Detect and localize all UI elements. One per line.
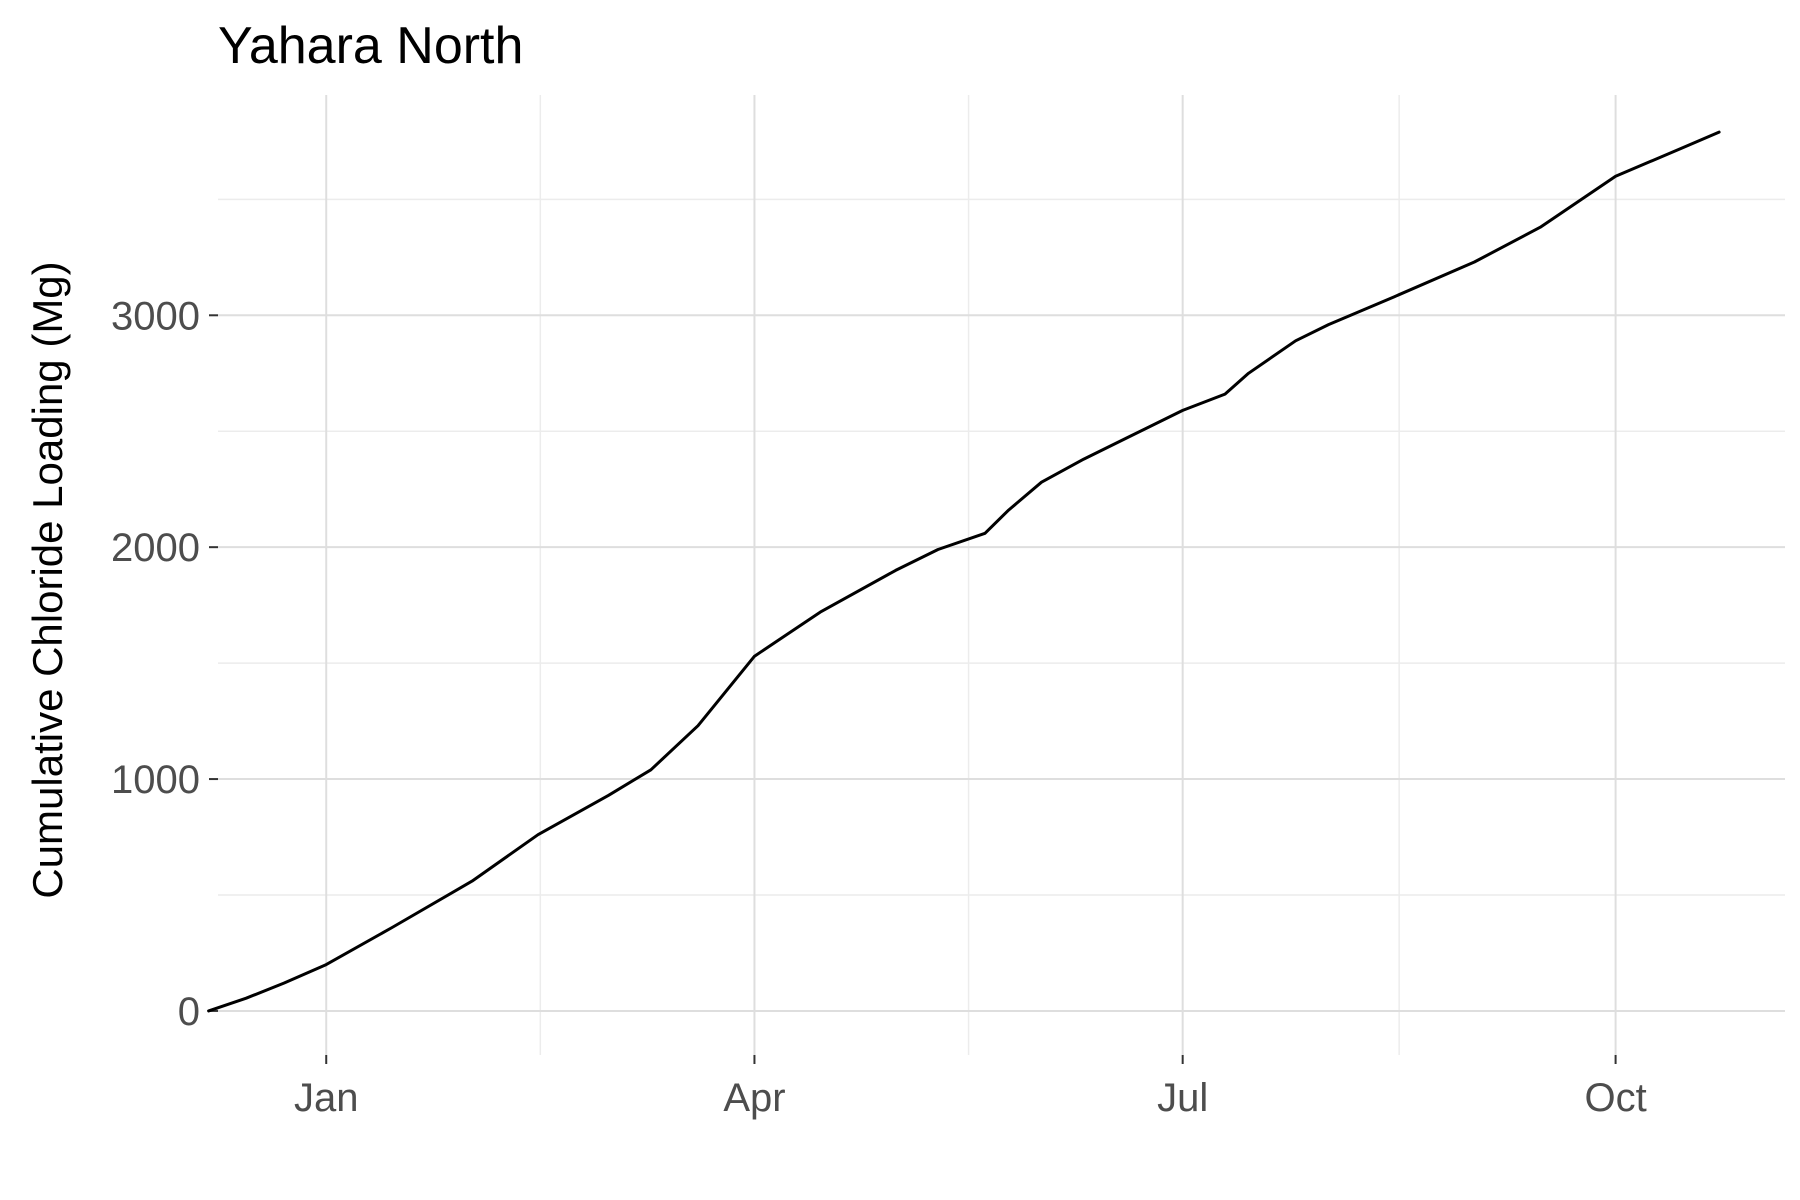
x-tick-label: Jul: [1157, 1076, 1208, 1120]
x-tick-label: Oct: [1584, 1076, 1646, 1120]
y-tick-label: 2000: [111, 526, 200, 570]
chart-title: Yahara North: [218, 17, 523, 75]
y-tick-label: 1000: [111, 758, 200, 802]
y-axis-title: Cumulative Chloride Loading (Mg): [24, 261, 71, 898]
cumulative-loading-line: [207, 130, 1721, 1013]
x-tick-label: Jan: [294, 1076, 359, 1120]
y-tick-label: 0: [178, 990, 200, 1034]
y-tick-label: 3000: [111, 294, 200, 338]
series-layer: [207, 130, 1721, 1013]
x-tick-label: Apr: [723, 1076, 785, 1120]
tick-layer: 0 1000 2000 3000 Jan Apr Jul Oct: [111, 294, 1647, 1120]
grid-layer: [218, 95, 1785, 1055]
